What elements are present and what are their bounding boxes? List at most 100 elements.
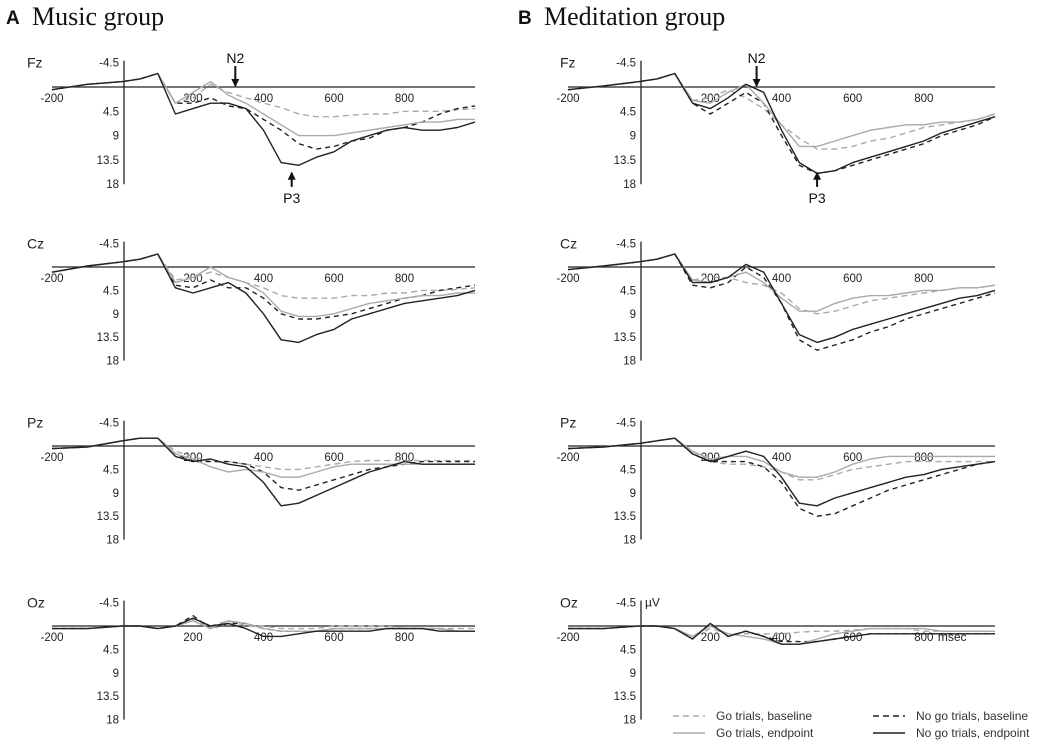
y-tick-label-meditation-pz-0: -4.5 <box>616 418 636 430</box>
y-tick-label-music-pz-0: -4.5 <box>99 418 119 430</box>
y-tick-label-meditation-cz-2: 9 <box>630 309 636 321</box>
x-tick-label-meditation-cz-0: -200 <box>556 273 579 285</box>
legend-label-go-baseline: Go trials, baseline <box>716 709 812 723</box>
y-tick-label-meditation-oz-1: 4.5 <box>620 644 636 656</box>
x-tick-label-music-pz-2: 400 <box>254 452 273 464</box>
x-tick-label-meditation-fz-3: 600 <box>843 93 862 105</box>
y-tick-label-meditation-pz-4: 18 <box>623 535 636 547</box>
x-tick-label-meditation-pz-2: 400 <box>772 452 791 464</box>
y-tick-label-music-pz-4: 18 <box>106 535 119 547</box>
p3-arrow-meditation-head <box>813 171 822 180</box>
y-tick-label-meditation-cz-4: 18 <box>623 356 636 368</box>
x-tick-label-music-oz-0: -200 <box>40 632 63 644</box>
y-tick-label-music-oz-0: -4.5 <box>99 598 119 610</box>
y-tick-label-meditation-oz-3: 13.5 <box>614 691 636 703</box>
n2-arrow-meditation-head <box>752 79 761 87</box>
x-tick-label-meditation-cz-3: 600 <box>843 273 862 285</box>
y-tick-label-meditation-fz-2: 9 <box>630 131 636 143</box>
electrode-label-music-pz: Pz <box>27 415 43 431</box>
x-tick-label-meditation-pz-0: -200 <box>556 452 579 464</box>
x-tick-label-music-pz-3: 600 <box>324 452 343 464</box>
legend-label-nogo-baseline: No go trials, baseline <box>916 709 1028 723</box>
panel-b-letter: B <box>518 8 532 29</box>
electrode-label-music-fz: Fz <box>27 55 43 71</box>
y-tick-label-music-pz-3: 13.5 <box>97 511 119 523</box>
x-tick-label-music-cz-4: 800 <box>395 273 414 285</box>
x-tick-label-music-cz-3: 600 <box>324 273 343 285</box>
series-line-music-fz-nogo-endpoint <box>51 72 476 166</box>
x-tick-label-music-pz-0: -200 <box>40 452 63 464</box>
x-tick-label-music-cz-0: -200 <box>40 273 63 285</box>
y-tick-label-music-oz-1: 4.5 <box>103 644 119 656</box>
y-tick-label-music-pz-1: 4.5 <box>103 464 119 476</box>
legend: Go trials, baseline No go trials, baseli… <box>673 709 1030 740</box>
legend-label-nogo-endpoint: No go trials, endpoint <box>916 726 1030 740</box>
x-tick-label-music-fz-0: -200 <box>40 93 63 105</box>
y-tick-label-music-pz-2: 9 <box>113 488 119 500</box>
y-tick-label-music-fz-2: 9 <box>113 131 119 143</box>
x-tick-label-meditation-cz-2: 400 <box>772 273 791 285</box>
x-tick-label-music-oz-3: 600 <box>324 632 343 644</box>
y-tick-label-meditation-oz-0: -4.5 <box>616 598 636 610</box>
y-tick-label-meditation-cz-1: 4.5 <box>620 285 636 297</box>
panel-b-title: Meditation group <box>544 2 725 31</box>
plots-container: Fz -4.5 4.5 9 13.5 18 -200 200 400 600 800 N2 P3 Cz -4… <box>27 50 996 727</box>
series-line-music-pz-nogo-endpoint <box>51 437 475 507</box>
series-line-music-cz-nogo-endpoint <box>51 253 476 344</box>
y-tick-label-music-fz-0: -4.5 <box>99 58 119 70</box>
x-tick-label-meditation-oz-1: 200 <box>701 632 720 644</box>
electrode-label-meditation-pz: Pz <box>560 415 576 431</box>
series-line-music-oz-go-baseline <box>52 620 475 630</box>
y-tick-label-music-oz-4: 18 <box>106 715 119 727</box>
series-line-meditation-fz-nogo-endpoint <box>567 72 996 175</box>
x-tick-label-music-fz-1: 200 <box>183 93 202 105</box>
x-tick-label-meditation-pz-3: 600 <box>843 452 862 464</box>
y-tick-label-meditation-fz-4: 18 <box>623 179 636 191</box>
y-tick-label-music-fz-1: 4.5 <box>103 106 119 118</box>
y-tick-label-music-cz-3: 13.5 <box>97 332 119 344</box>
x-tick-label-music-oz-1: 200 <box>183 632 202 644</box>
y-tick-label-meditation-fz-1: 4.5 <box>620 106 636 118</box>
legend-label-go-endpoint: Go trials, endpoint <box>716 726 814 740</box>
n2-label-music: N2 <box>226 50 244 66</box>
y-tick-label-music-cz-4: 18 <box>106 356 119 368</box>
x-tick-label-meditation-cz-4: 800 <box>914 273 933 285</box>
y-tick-label-meditation-oz-2: 9 <box>630 668 636 680</box>
series-line-music-oz-nogo-endpoint <box>52 617 475 638</box>
series-line-meditation-pz-nogo-endpoint <box>567 437 996 507</box>
x-tick-label-meditation-oz-0: -200 <box>556 632 579 644</box>
y-tick-label-meditation-oz-4: 18 <box>623 715 636 727</box>
electrode-label-meditation-fz: Fz <box>560 55 576 71</box>
x-tick-label-music-cz-2: 400 <box>254 273 273 285</box>
y-tick-label-music-oz-2: 9 <box>113 668 119 680</box>
series-line-meditation-cz-nogo-endpoint <box>567 253 996 344</box>
y-tick-label-meditation-cz-0: -4.5 <box>616 239 636 251</box>
x-tick-label-music-oz-4: 800 <box>395 632 414 644</box>
electrode-label-meditation-cz: Cz <box>560 236 577 252</box>
y-tick-label-meditation-fz-0: -4.5 <box>616 58 636 70</box>
x-unit-label: msec <box>938 630 967 644</box>
p3-arrow-music-head <box>287 171 296 180</box>
y-tick-label-music-cz-1: 4.5 <box>103 285 119 297</box>
electrode-label-music-oz: Oz <box>27 595 45 611</box>
x-tick-label-meditation-fz-2: 400 <box>772 93 791 105</box>
p3-label-music: P3 <box>283 190 300 206</box>
electrode-label-meditation-oz: Oz <box>560 595 578 611</box>
n2-label-meditation: N2 <box>748 50 766 66</box>
p3-label-meditation: P3 <box>809 190 826 206</box>
x-tick-label-meditation-oz-2: 400 <box>772 632 791 644</box>
y-tick-label-meditation-pz-2: 9 <box>630 488 636 500</box>
panel-a-letter: A <box>6 8 20 29</box>
electrode-label-music-cz: Cz <box>27 236 44 252</box>
x-tick-label-music-fz-2: 400 <box>254 93 273 105</box>
y-unit-label: µV <box>645 596 660 610</box>
x-tick-label-meditation-fz-0: -200 <box>556 93 579 105</box>
y-tick-label-meditation-fz-3: 13.5 <box>614 155 636 167</box>
n2-arrow-music-head <box>231 79 240 87</box>
y-tick-label-meditation-pz-3: 13.5 <box>614 511 636 523</box>
y-tick-label-music-fz-4: 18 <box>106 179 119 191</box>
y-tick-label-music-oz-3: 13.5 <box>97 691 119 703</box>
y-tick-label-music-cz-2: 9 <box>113 309 119 321</box>
y-tick-label-music-cz-0: -4.5 <box>99 239 119 251</box>
